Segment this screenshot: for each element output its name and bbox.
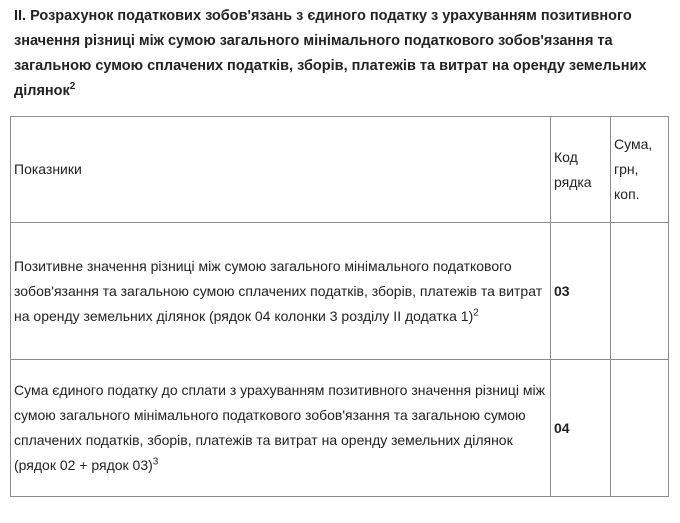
section-title-text: II. Розрахунок податкових зобов'язань з …: [14, 8, 647, 99]
row-indicator: Сума єдиного податку до сплати з урахува…: [10, 359, 551, 497]
indicator-text: Сума єдиного податку до сплати з урахува…: [14, 382, 545, 473]
row-indicator: Позитивне значення різниці між сумою заг…: [10, 222, 551, 360]
row-code: 04: [550, 359, 611, 497]
header-amount: Сума, грн, коп.: [610, 116, 669, 223]
indicator-text: Позитивне значення різниці між сумою заг…: [14, 257, 543, 324]
header-indicators: Показники: [10, 116, 551, 223]
footnote-ref: 2: [69, 81, 76, 93]
row-code: 03: [550, 222, 611, 360]
footnote-ref: 2: [473, 306, 479, 318]
section-title: II. Розрахунок податкових зобов'язань з …: [0, 0, 654, 104]
table-row: Позитивне значення різниці між сумою заг…: [10, 222, 669, 360]
table-row: Сума єдиного податку до сплати з урахува…: [10, 359, 669, 497]
table-header-row: Показники Код рядка Сума, грн, коп.: [10, 116, 669, 223]
row-amount[interactable]: [610, 222, 669, 360]
footnote-ref: 3: [152, 456, 159, 468]
header-code: Код рядка: [550, 116, 611, 223]
tax-table: Показники Код рядка Сума, грн, коп. Пози…: [10, 116, 669, 497]
row-amount[interactable]: [610, 359, 669, 497]
